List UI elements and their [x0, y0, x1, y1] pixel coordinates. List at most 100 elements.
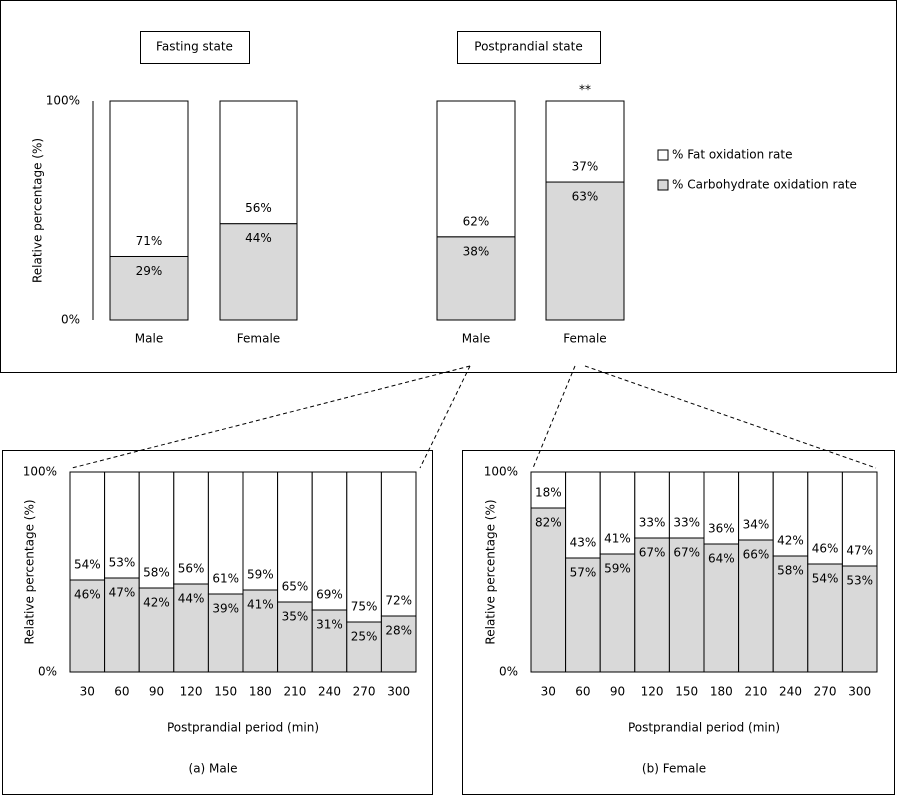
value-label: 44% — [178, 592, 205, 606]
x-tick-label: 90 — [149, 685, 164, 699]
x-tick-label: Male — [135, 332, 163, 346]
bar-segment — [599, 553, 636, 673]
x-tick-label: Female — [237, 332, 280, 346]
x-tick-label: 240 — [318, 685, 341, 699]
x-tick-label: 120 — [641, 685, 664, 699]
x-tick-label: 150 — [214, 685, 237, 699]
value-label: 66% — [743, 548, 770, 562]
x-tick-label: 210 — [744, 685, 767, 699]
value-label: 34% — [743, 518, 770, 532]
value-label: 41% — [247, 598, 274, 612]
value-label: 46% — [74, 588, 101, 602]
significance-mark: ** — [579, 83, 591, 97]
legend-label: % Carbohydrate oxidation rate — [672, 178, 857, 192]
value-label: 37% — [572, 160, 599, 174]
value-label: 57% — [570, 566, 597, 580]
x-tick-label: 120 — [180, 685, 203, 699]
zoom-line — [419, 365, 471, 469]
x-tick-label: Female — [563, 332, 606, 346]
x-tick-label: 30 — [541, 685, 556, 699]
bar-segment — [138, 471, 175, 589]
value-label: 67% — [673, 546, 700, 560]
value-label: 39% — [212, 602, 239, 616]
value-label: 71% — [136, 234, 163, 248]
bar-segment — [346, 471, 382, 623]
x-axis-label: Postprandial period (min) — [167, 721, 319, 735]
zoom-line — [584, 365, 877, 469]
value-label: 42% — [143, 596, 170, 610]
value-label: 58% — [777, 564, 804, 578]
x-tick-label: 180 — [710, 685, 733, 699]
bar-segment — [219, 100, 298, 225]
value-label: 62% — [463, 214, 490, 228]
value-label: 61% — [212, 572, 239, 586]
x-tick-label: 60 — [575, 685, 590, 699]
y-tick-label: 100% — [484, 465, 518, 479]
x-tick-label: 150 — [675, 685, 698, 699]
value-label: 56% — [245, 201, 272, 215]
x-tick-label: 300 — [387, 685, 410, 699]
bar-segment — [545, 100, 625, 183]
x-tick-label: 240 — [779, 685, 802, 699]
bar-segment — [242, 471, 279, 591]
value-label: 36% — [708, 522, 735, 536]
value-label: 28% — [385, 624, 412, 638]
bar-segment — [436, 236, 516, 321]
legend-swatch — [657, 149, 669, 161]
x-tick-label: 270 — [814, 685, 837, 699]
bar-segment — [807, 563, 843, 673]
bar-segment — [311, 471, 348, 611]
value-label: 41% — [604, 532, 631, 546]
y-tick-label: 0% — [61, 313, 80, 327]
value-label: 67% — [639, 546, 666, 560]
group-label: Fasting state — [156, 40, 233, 54]
bar-segment — [738, 471, 774, 541]
bar-segment — [69, 579, 106, 673]
value-label: 63% — [572, 190, 599, 204]
bar-segment — [668, 471, 705, 539]
bar-segment — [104, 577, 140, 673]
x-tick-label: Male — [462, 332, 490, 346]
zoom-line — [71, 365, 471, 469]
bar-segment — [109, 255, 189, 321]
bar-segment — [841, 471, 878, 567]
x-tick-label: 210 — [283, 685, 306, 699]
bar-segment — [207, 593, 244, 673]
value-label: 25% — [351, 630, 378, 644]
group-label: Postprandial state — [474, 40, 582, 54]
value-label: 47% — [846, 544, 873, 558]
value-label: 59% — [604, 562, 631, 576]
caption: (a) Male — [189, 762, 238, 776]
bar-segment — [380, 471, 417, 617]
bar-segment — [530, 471, 567, 509]
zoom-line — [532, 365, 576, 469]
y-tick-label: 0% — [499, 665, 518, 679]
male-panel — [2, 450, 433, 795]
value-label: 56% — [178, 562, 205, 576]
value-label: 44% — [245, 231, 272, 245]
value-label: 33% — [639, 516, 666, 530]
value-label: 59% — [247, 568, 274, 582]
value-label: 35% — [282, 610, 309, 624]
bar-segment — [668, 537, 705, 673]
bar-segment — [69, 471, 106, 581]
x-tick-label: 30 — [80, 685, 95, 699]
y-axis-label: Relative percentage (%) — [23, 499, 37, 644]
bar-segment — [277, 601, 313, 673]
bar-segment — [173, 471, 209, 585]
group-box — [457, 31, 601, 64]
bar-segment — [703, 471, 740, 545]
value-label: 69% — [316, 588, 343, 602]
legend-label: % Fat oxidation rate — [672, 148, 792, 162]
bar-segment — [807, 471, 843, 565]
value-label: 43% — [570, 536, 597, 550]
value-label: 33% — [673, 516, 700, 530]
bar-segment — [173, 583, 209, 673]
value-label: 47% — [109, 586, 136, 600]
value-label: 54% — [812, 572, 839, 586]
value-label: 46% — [812, 542, 839, 556]
bar-segment — [104, 471, 140, 579]
bar-segment — [772, 471, 809, 557]
